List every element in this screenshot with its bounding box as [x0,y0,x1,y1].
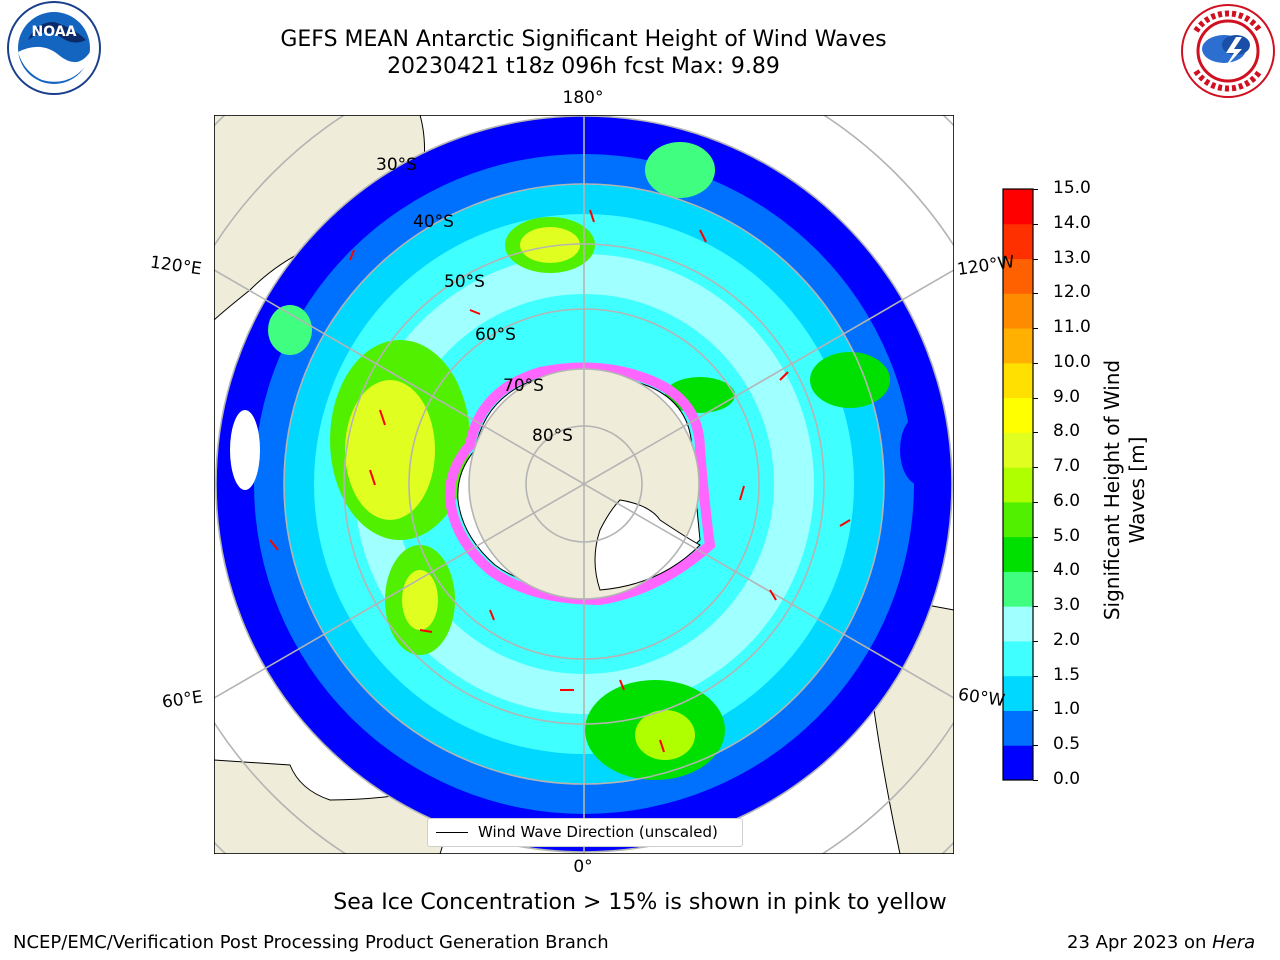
colorbar-tick-mark [1033,293,1038,295]
colorbar-tick-label: 8.0 [1053,421,1081,442]
lat-label-40s: 40°S [413,212,454,232]
colorbar-tick-mark [1033,328,1038,330]
colorbar-tick-label: 5.0 [1053,525,1081,546]
colorbar-tick-mark [1033,258,1038,260]
colorbar-segment [1003,501,1033,538]
colorbar-segment [1003,362,1033,399]
colorbar-tick-label: 11.0 [1053,317,1091,338]
lon-label-0: 0° [573,857,593,877]
colorbar-tick-label: 9.0 [1053,386,1081,407]
colorbar-tick-label: 7.0 [1053,456,1081,477]
colorbar-segment [1003,536,1033,572]
colorbar-segment [1003,745,1033,781]
colorbar-tick-label: 12.0 [1053,282,1091,303]
chart-subtitle: 20230421 t18z 096h fcst Max: 9.89 [387,54,780,79]
colorbar-tick-mark [1033,710,1038,712]
colorbar-segment [1003,397,1033,433]
colorbar-segment [1003,328,1033,364]
map-legend: Wind Wave Direction (unscaled) [427,818,743,847]
graticule [214,115,954,854]
colorbar-segment [1003,223,1033,260]
colorbar-tick-mark [1033,467,1038,469]
colorbar-tick-label: 2.0 [1053,629,1081,650]
lat-label-70s: 70°S [503,376,544,396]
colorbar-segment [1003,675,1033,711]
colorbar-tick-mark [1033,640,1038,642]
colorbar-segment [1003,467,1033,503]
colorbar-tick-label: 3.0 [1053,595,1081,616]
colorbar-tick-mark [1033,189,1038,190]
colorbar-label-line1: Significant Height of Wind [1100,359,1124,621]
colorbar-tick-label: 13.0 [1053,247,1091,268]
national-weather-service-logo [1181,4,1275,98]
noaa-logo: NOAA [7,1,101,95]
colorbar-tick-mark [1033,432,1038,434]
colorbar-tick-mark [1033,501,1038,503]
colorbar-tick-mark [1033,397,1038,399]
colorbar-frame [1002,188,1034,781]
colorbar-label-line2: Waves [m] [1125,436,1149,544]
colorbar-tick-label: 15.0 [1053,178,1091,198]
colorbar-segment [1003,606,1033,642]
colorbar-tick-label: 1.0 [1053,699,1081,720]
colorbar-segment [1003,710,1033,746]
noaa-logo-text: NOAA [32,24,77,40]
colorbar-tick-label: 14.0 [1053,212,1091,233]
legend-label: Wind Wave Direction (unscaled) [478,823,718,841]
colorbar-segment [1003,571,1033,607]
footer-date-text: 23 Apr 2023 on [1067,932,1213,953]
lat-label-50s: 50°S [444,272,485,292]
colorbar-tick-mark [1033,223,1038,225]
colorbar-tick-mark [1033,606,1038,608]
colorbar-tick-label: 0.0 [1053,769,1081,789]
colorbar-segment [1003,640,1033,677]
footer-credit: NCEP/EMC/Verification Post Processing Pr… [13,932,609,953]
colorbar-segment [1003,432,1033,468]
colorbar-tick-label: 6.0 [1053,490,1081,511]
colorbar-tick-mark [1033,745,1038,747]
wind-wave-arrows [269,209,851,753]
lat-label-30s: 30°S [376,155,417,175]
colorbar-tick-mark [1033,362,1038,364]
chart-title: GEFS MEAN Antarctic Significant Height o… [280,27,887,52]
colorbar-tick-mark [1033,571,1038,573]
colorbar-tick-label: 1.5 [1053,664,1081,685]
legend-line-swatch [436,832,468,833]
footer-date: 23 Apr 2023 on Hera [1067,932,1255,953]
lon-label-180: 180° [562,88,604,108]
sea-ice-note: Sea Ice Concentration > 15% is shown in … [333,890,947,915]
lat-label-60s: 60°S [475,325,516,345]
colorbar-tick-label: 0.5 [1053,734,1081,755]
colorbar-tick-mark [1033,536,1038,538]
colorbar-label: Significant Height of Wind Waves [m] [1100,320,1150,660]
antarctica [444,362,716,606]
colorbar-tick-mark [1033,780,1038,781]
footer-host: Hera [1212,932,1256,953]
colorbar-segment [1003,293,1033,329]
colorbar-tick-label: 10.0 [1053,351,1091,372]
colorbar-segment [1003,189,1033,225]
colorbar-segment [1003,258,1033,294]
colorbar-tick-mark [1033,675,1038,677]
colorbar [1002,188,1034,781]
lat-label-80s: 80°S [532,426,573,446]
colorbar-tick-label: 4.0 [1053,560,1081,581]
